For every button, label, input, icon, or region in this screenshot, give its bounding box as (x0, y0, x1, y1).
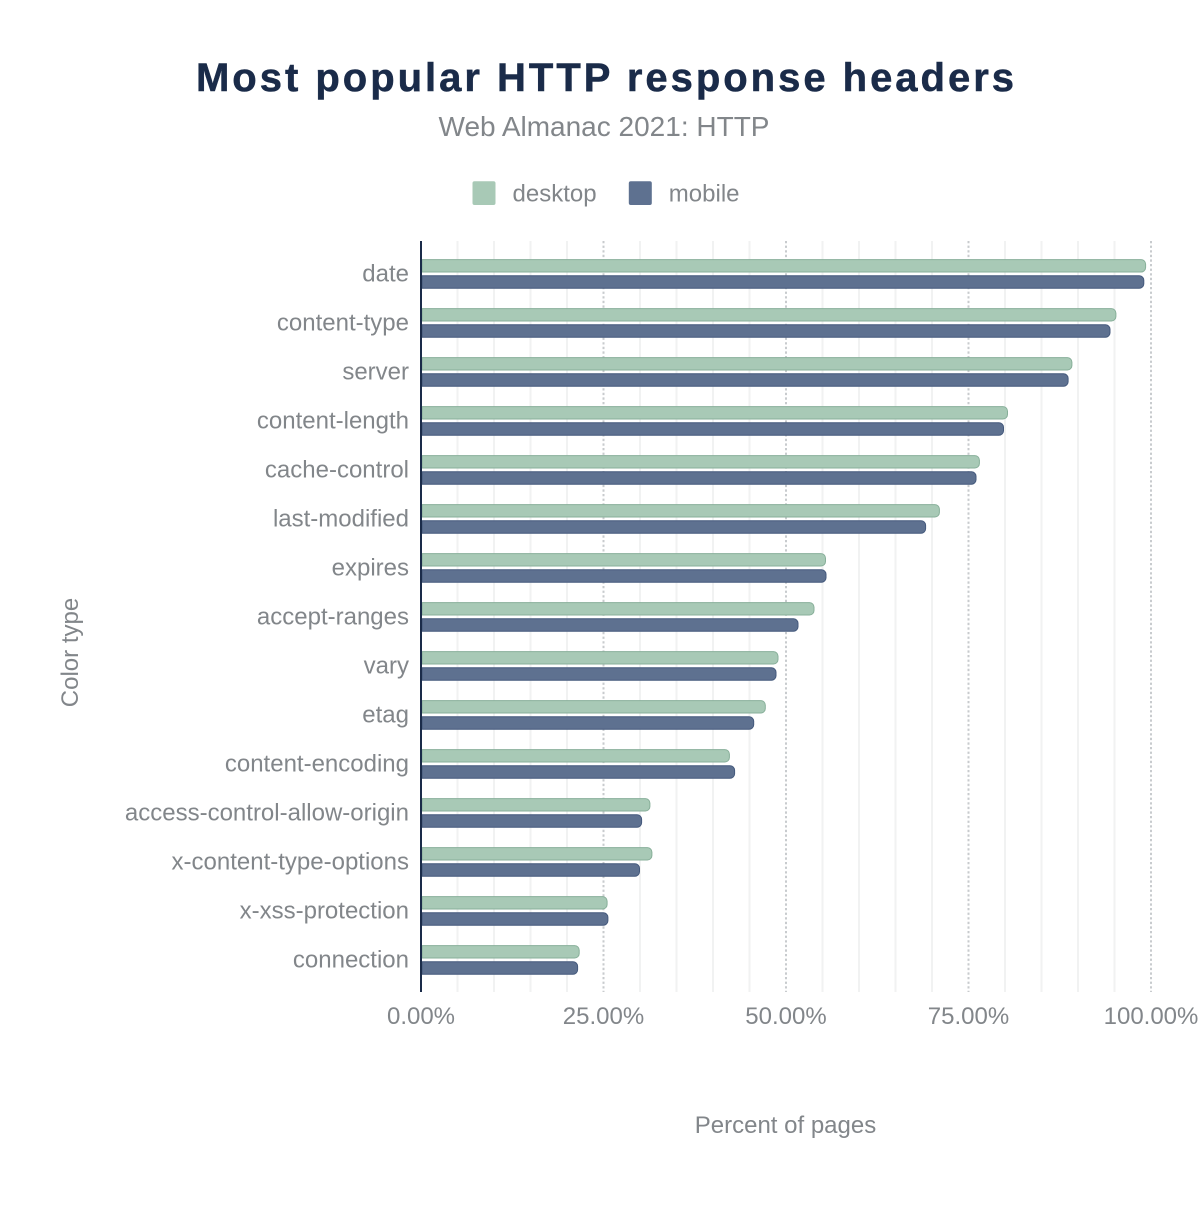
svg-text:content-encoding: content-encoding (225, 750, 409, 777)
svg-text:75.00%: 75.00% (928, 1003, 1009, 1030)
svg-text:etag: etag (362, 701, 409, 728)
svg-text:content-type: content-type (277, 309, 409, 336)
svg-text:x-xss-protection: x-xss-protection (240, 897, 409, 924)
svg-text:Color type: Color type (57, 598, 84, 707)
svg-text:desktop: desktop (513, 180, 597, 207)
svg-text:mobile: mobile (669, 180, 740, 207)
svg-text:0.00%: 0.00% (387, 1003, 455, 1030)
svg-text:x-content-type-options: x-content-type-options (172, 848, 409, 875)
svg-text:server: server (342, 358, 409, 385)
svg-text:100.00%: 100.00% (1104, 1003, 1199, 1030)
svg-text:content-length: content-length (257, 407, 409, 434)
svg-text:connection: connection (293, 946, 409, 973)
svg-text:access-control-allow-origin: access-control-allow-origin (125, 799, 409, 826)
svg-text:Most popular HTTP response hea: Most popular HTTP response headers (196, 56, 1014, 100)
svg-text:25.00%: 25.00% (563, 1003, 644, 1030)
svg-text:last-modified: last-modified (273, 505, 409, 532)
svg-text:vary: vary (364, 652, 409, 679)
svg-text:Web Almanac 2021: HTTP: Web Almanac 2021: HTTP (439, 111, 770, 142)
svg-text:accept-ranges: accept-ranges (257, 603, 409, 630)
svg-text:expires: expires (332, 554, 409, 581)
svg-text:Percent of pages: Percent of pages (695, 1112, 876, 1139)
svg-text:cache-control: cache-control (265, 456, 409, 483)
svg-text:date: date (362, 260, 409, 287)
svg-text:50.00%: 50.00% (745, 1003, 826, 1030)
